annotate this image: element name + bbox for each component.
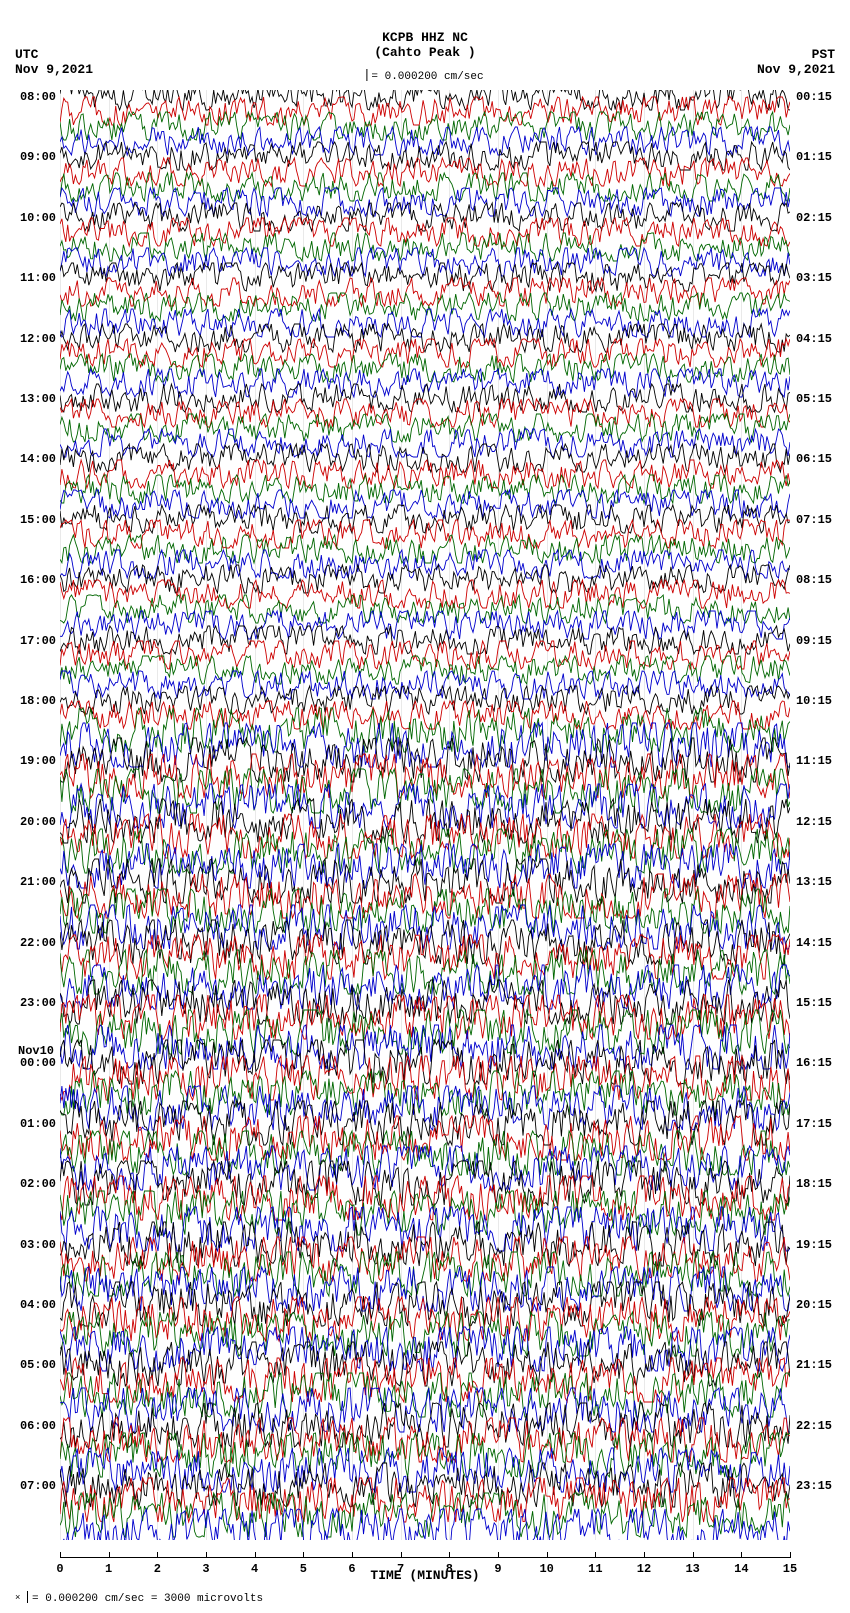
x-tick-mark [790, 1552, 791, 1558]
station-title: KCPB HHZ NC [382, 30, 468, 45]
footer-scale: × = 0.000200 cm/sec = 3000 microvolts [15, 1592, 263, 1605]
right-time-label: 19:15 [796, 1238, 832, 1252]
right-time-label: 07:15 [796, 513, 832, 527]
pst-label: PST [812, 47, 835, 62]
left-time-label: 07:00 [18, 1479, 56, 1493]
x-tick-mark [255, 1552, 256, 1558]
x-tick-label: 15 [783, 1562, 797, 1576]
x-tick-mark [352, 1552, 353, 1558]
x-tick-mark [693, 1552, 694, 1558]
right-time-label: 09:15 [796, 634, 832, 648]
x-tick-label: 9 [494, 1562, 501, 1576]
scale-text: = 0.000200 cm/sec [371, 71, 483, 83]
left-time-label: 16:00 [18, 573, 56, 587]
x-tick-mark [449, 1552, 450, 1558]
left-time-label: 04:00 [18, 1298, 56, 1312]
x-tick-label: 5 [300, 1562, 307, 1576]
left-time-label: 14:00 [18, 452, 56, 466]
left-time-label: 01:00 [18, 1117, 56, 1131]
left-time-label: 08:00 [18, 90, 56, 104]
right-time-label: 02:15 [796, 211, 832, 225]
x-tick-label: 2 [154, 1562, 161, 1576]
right-time-label: 18:15 [796, 1177, 832, 1191]
x-tick-mark [109, 1552, 110, 1558]
utc-label: UTC [15, 47, 38, 62]
right-time-label: 04:15 [796, 332, 832, 346]
right-time-label: 06:15 [796, 452, 832, 466]
right-time-label: 22:15 [796, 1419, 832, 1433]
x-tick-mark [741, 1552, 742, 1558]
right-time-label: 17:15 [796, 1117, 832, 1131]
x-axis-label: TIME (MINUTES) [370, 1568, 479, 1583]
footer-scale-bar-icon [27, 1591, 28, 1603]
left-time-label: 22:00 [18, 936, 56, 950]
left-time-label: 23:00 [18, 996, 56, 1010]
x-tick-label: 1 [105, 1562, 112, 1576]
left-time-label: 05:00 [18, 1358, 56, 1372]
helicorder-container: KCPB HHZ NC (Cahto Peak ) UTC Nov 9,2021… [0, 0, 850, 1613]
right-time-label: 15:15 [796, 996, 832, 1010]
left-time-label: 18:00 [18, 694, 56, 708]
x-tick-label: 6 [348, 1562, 355, 1576]
right-time-label: 03:15 [796, 271, 832, 285]
x-tick-mark [644, 1552, 645, 1558]
x-tick-mark [60, 1552, 61, 1558]
left-time-label: 11:00 [18, 271, 56, 285]
right-time-label: 21:15 [796, 1358, 832, 1372]
x-tick-mark [303, 1552, 304, 1558]
right-time-label: 11:15 [796, 754, 832, 768]
left-time-label: 09:00 [18, 150, 56, 164]
right-time-label: 23:15 [796, 1479, 832, 1493]
x-tick-mark [401, 1552, 402, 1558]
left-time-label: 17:00 [18, 634, 56, 648]
footer-scale-text: = 0.000200 cm/sec = 3000 microvolts [32, 1593, 263, 1605]
left-time-label: 00:00 [18, 1056, 56, 1070]
x-axis: 0123456789101112131415 [60, 1557, 790, 1558]
x-tick-label: 14 [734, 1562, 748, 1576]
x-tick-label: 10 [539, 1562, 553, 1576]
scale-marker: = 0.000200 cm/sec [366, 70, 483, 83]
x-tick-label: 3 [202, 1562, 209, 1576]
x-tick-label: 12 [637, 1562, 651, 1576]
left-time-label: 06:00 [18, 1419, 56, 1433]
right-time-label: 13:15 [796, 875, 832, 889]
x-tick-label: 13 [685, 1562, 699, 1576]
right-time-label: 20:15 [796, 1298, 832, 1312]
right-time-label: 16:15 [796, 1056, 832, 1070]
x-tick-mark [157, 1552, 158, 1558]
station-subtitle: (Cahto Peak ) [374, 45, 475, 60]
utc-date: Nov 9,2021 [15, 62, 93, 77]
x-tick-mark [547, 1552, 548, 1558]
x-tick-label: 11 [588, 1562, 602, 1576]
right-time-label: 12:15 [796, 815, 832, 829]
left-time-label: 10:00 [18, 211, 56, 225]
left-time-label: 03:00 [18, 1238, 56, 1252]
pst-date: Nov 9,2021 [757, 62, 835, 77]
x-tick-mark [206, 1552, 207, 1558]
x-tick-label: 4 [251, 1562, 258, 1576]
x-tick-mark [595, 1552, 596, 1558]
left-time-label: 20:00 [18, 815, 56, 829]
x-tick-label: 0 [56, 1562, 63, 1576]
plot-area [60, 90, 790, 1540]
left-time-label: 12:00 [18, 332, 56, 346]
right-time-label: 10:15 [796, 694, 832, 708]
x-tick-mark [498, 1552, 499, 1558]
left-time-label: 02:00 [18, 1177, 56, 1191]
right-time-label: 00:15 [796, 90, 832, 104]
left-time-label: 21:00 [18, 875, 56, 889]
left-time-label: 15:00 [18, 513, 56, 527]
right-time-label: 05:15 [796, 392, 832, 406]
scale-bar-icon [366, 69, 367, 81]
left-time-label: 13:00 [18, 392, 56, 406]
right-time-label: 08:15 [796, 573, 832, 587]
left-time-label: 19:00 [18, 754, 56, 768]
right-time-label: 01:15 [796, 150, 832, 164]
seismic-trace [60, 1509, 790, 1541]
right-time-label: 14:15 [796, 936, 832, 950]
